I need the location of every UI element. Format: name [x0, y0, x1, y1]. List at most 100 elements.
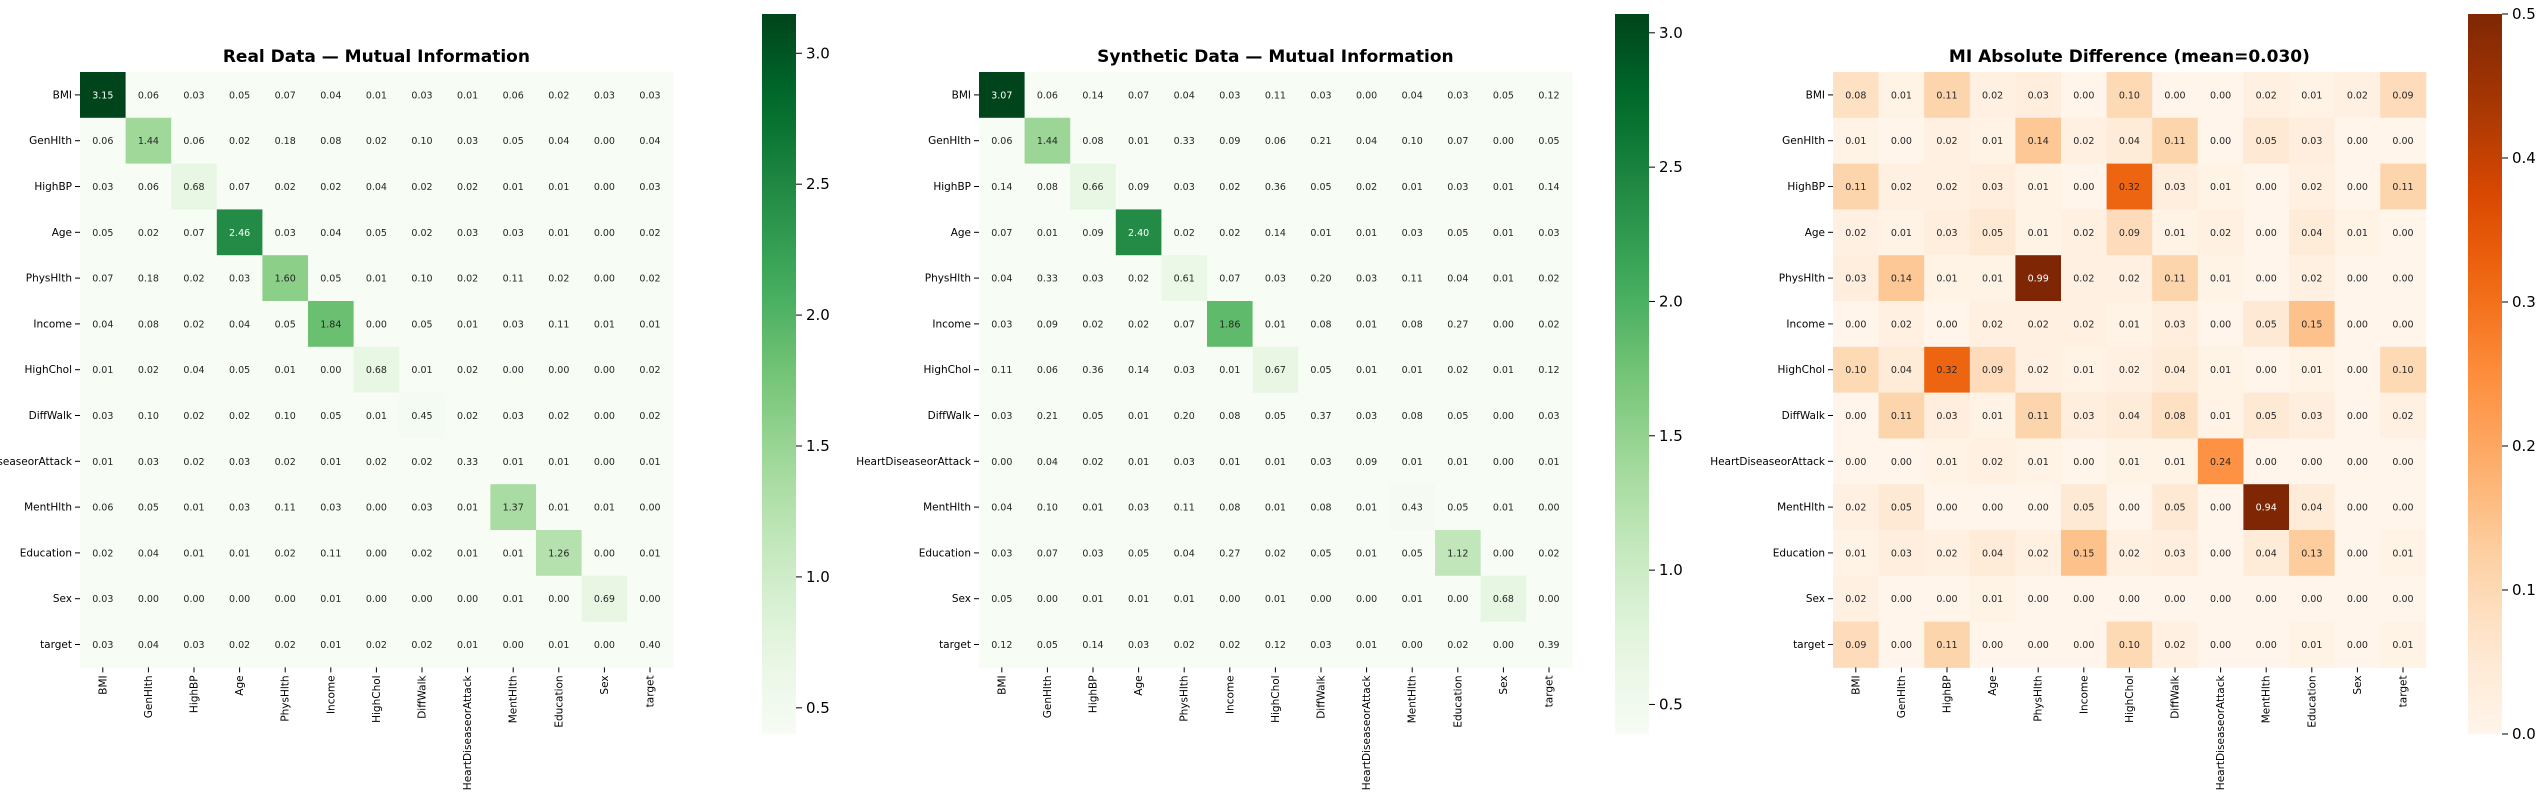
heatmap-cell: [1833, 575, 1880, 623]
cell-value-label: 0.94: [2256, 503, 2277, 514]
y-tick-label: Income: [33, 318, 72, 330]
heatmap-cell: [1833, 117, 1880, 165]
heatmap-cell: [1298, 530, 1345, 577]
cell-value-label: 0.33: [457, 457, 478, 468]
cell-value-label: 0.01: [366, 274, 387, 285]
heatmap-cell: [1070, 163, 1117, 210]
heatmap-cell: [1924, 621, 1971, 668]
heatmap-cell: [171, 575, 218, 623]
heatmap-cell: [1161, 163, 1208, 210]
heatmap-cell: [308, 209, 355, 256]
heatmap-cell: [308, 301, 355, 348]
heatmap-cell: [216, 255, 263, 302]
heatmap-cell: [536, 346, 583, 394]
heatmap-cell: [1298, 438, 1345, 485]
heatmap-cell: [1207, 72, 1254, 119]
heatmap-cell: [1924, 72, 1971, 119]
cell-value-label: 0.03: [1891, 548, 1912, 559]
heatmap-cell: [581, 209, 628, 256]
cell-value-label: 0.01: [2073, 365, 2094, 376]
heatmap-cell: [2106, 163, 2153, 210]
heatmap-cell: [1161, 209, 1208, 256]
cell-value-label: 0.00: [2073, 640, 2094, 651]
cell-value-label: 0.11: [2164, 136, 2185, 147]
heatmap-cell: [262, 530, 309, 577]
heatmap-cell: [1924, 117, 1971, 165]
cell-value-label: 0.02: [1936, 136, 1957, 147]
cell-value-label: 0.04: [1982, 548, 2003, 559]
heatmap-cell: [2243, 255, 2290, 302]
cell-value-label: 0.08: [1037, 182, 1058, 193]
cell-value-label: 0.02: [1982, 90, 2003, 101]
heatmap-cell: [444, 575, 491, 623]
heatmap-cell: [1969, 438, 2016, 485]
heatmap-cell: [262, 209, 309, 256]
heatmap-cell: [216, 346, 263, 394]
cell-value-label: 0.03: [229, 274, 250, 285]
heatmap-cell: [536, 72, 583, 119]
heatmap-cell: [1435, 301, 1482, 348]
heatmap-cell: [2106, 621, 2153, 668]
heatmap-cell: [2380, 575, 2427, 623]
heatmap-cell: [262, 163, 309, 210]
heatmap-cell: [2380, 117, 2427, 165]
heatmap-cell: [2015, 530, 2062, 577]
heatmap-cell: [979, 209, 1026, 256]
y-tick-label: HighBP: [933, 181, 971, 193]
heatmap-cell: [1207, 392, 1254, 439]
cell-value-label: 0.02: [1219, 640, 1240, 651]
cell-value-label: 0.00: [2028, 594, 2049, 605]
heatmap-cell: [2197, 301, 2244, 348]
heatmap-cell: [1480, 438, 1527, 485]
cell-value-label: 0.02: [366, 136, 387, 147]
cell-value-label: 0.00: [991, 457, 1012, 468]
x-tick-label: BMI: [996, 675, 1008, 694]
cell-value-label: 3.07: [991, 90, 1012, 101]
cell-value-label: 0.00: [594, 548, 615, 559]
cell-value-label: 0.68: [366, 365, 387, 376]
cell-value-label: 0.01: [1936, 457, 1957, 468]
heatmap-cell: [2380, 163, 2427, 210]
cell-value-label: 0.02: [639, 228, 660, 239]
colorbar: [1615, 14, 1649, 734]
cell-value-label: 0.05: [2256, 319, 2277, 330]
cell-value-label: 0.05: [1082, 411, 1103, 422]
cell-value-label: 0.05: [1402, 548, 1423, 559]
y-tick-label: HeartDiseaseorAttack: [856, 456, 972, 468]
heatmap-cell: [1343, 438, 1390, 485]
heatmap-cell: [1878, 392, 1925, 439]
cell-value-label: 0.00: [594, 640, 615, 651]
heatmap-cell: [1924, 575, 1971, 623]
cell-value-label: 0.03: [1082, 274, 1103, 285]
cell-value-label: 0.01: [1356, 548, 1377, 559]
heatmap-cell: [353, 72, 400, 119]
cell-value-label: 0.02: [1845, 503, 1866, 514]
cell-value-label: 0.03: [503, 411, 524, 422]
cell-value-label: 0.03: [1447, 182, 1468, 193]
colorbar-tick-label: 1.5: [806, 437, 830, 455]
cell-value-label: 0.01: [1219, 365, 1240, 376]
cell-value-label: 0.05: [2256, 411, 2277, 422]
heatmap-cell: [353, 438, 400, 485]
cell-value-label: 0.02: [1891, 319, 1912, 330]
cell-value-label: 0.01: [1982, 594, 2003, 605]
heatmap-cell: [1161, 72, 1208, 119]
heatmap-cell: [80, 484, 127, 531]
cell-value-label: 0.07: [991, 228, 1012, 239]
heatmap-cell: [536, 163, 583, 210]
heatmap-cell: [1070, 530, 1117, 577]
heatmap-cell: [399, 163, 446, 210]
colorbar-tick-label: 0.5: [2512, 5, 2536, 23]
cell-value-label: 0.05: [503, 136, 524, 147]
cell-value-label: 0.21: [1310, 136, 1331, 147]
cell-value-label: 0.00: [1493, 640, 1514, 651]
cell-value-label: 0.06: [503, 90, 524, 101]
heatmap-cell: [353, 484, 400, 531]
heatmap-cell: [979, 438, 1026, 485]
cell-value-label: 0.08: [1402, 319, 1423, 330]
heatmap-cell: [308, 163, 355, 210]
heatmap-cell: [581, 438, 628, 485]
y-tick-label: HeartDiseaseorAttack: [1710, 456, 1826, 468]
heatmap-cell: [490, 117, 537, 165]
cell-value-label: 0.04: [991, 503, 1012, 514]
